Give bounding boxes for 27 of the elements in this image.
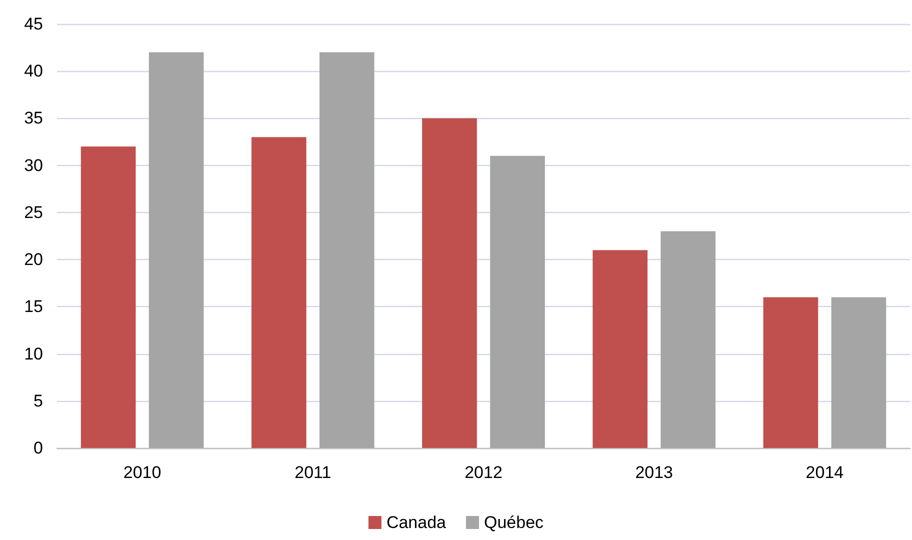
bar (763, 297, 818, 448)
y-tick-label: 10 (24, 344, 43, 364)
bar (592, 250, 648, 448)
y-tick-label: 0 (34, 438, 43, 458)
x-tick-label: 2014 (806, 463, 844, 482)
bar (80, 146, 136, 448)
y-tick-label: 5 (34, 391, 43, 410)
bar (422, 118, 477, 448)
y-tick-label: 15 (24, 297, 43, 316)
y-tick-label: 25 (24, 202, 43, 222)
bar (660, 231, 716, 448)
bar (319, 52, 374, 448)
x-tick-label: 2011 (294, 463, 332, 482)
y-tick-label: 30 (24, 156, 43, 175)
legend-label: Canada (386, 513, 447, 532)
y-tick-label: 40 (24, 62, 43, 81)
y-tick-label: 45 (24, 14, 43, 34)
legend-label: Québec (484, 513, 544, 532)
bar (148, 52, 204, 448)
x-tick-label: 2012 (464, 463, 502, 482)
x-tick-label: 2013 (635, 463, 674, 482)
y-tick-label: 20 (24, 250, 43, 270)
x-tick-label: 2010 (123, 463, 162, 482)
bar (490, 156, 545, 448)
y-tick-label: 35 (24, 108, 43, 128)
bar (831, 297, 886, 448)
bar (251, 137, 306, 448)
